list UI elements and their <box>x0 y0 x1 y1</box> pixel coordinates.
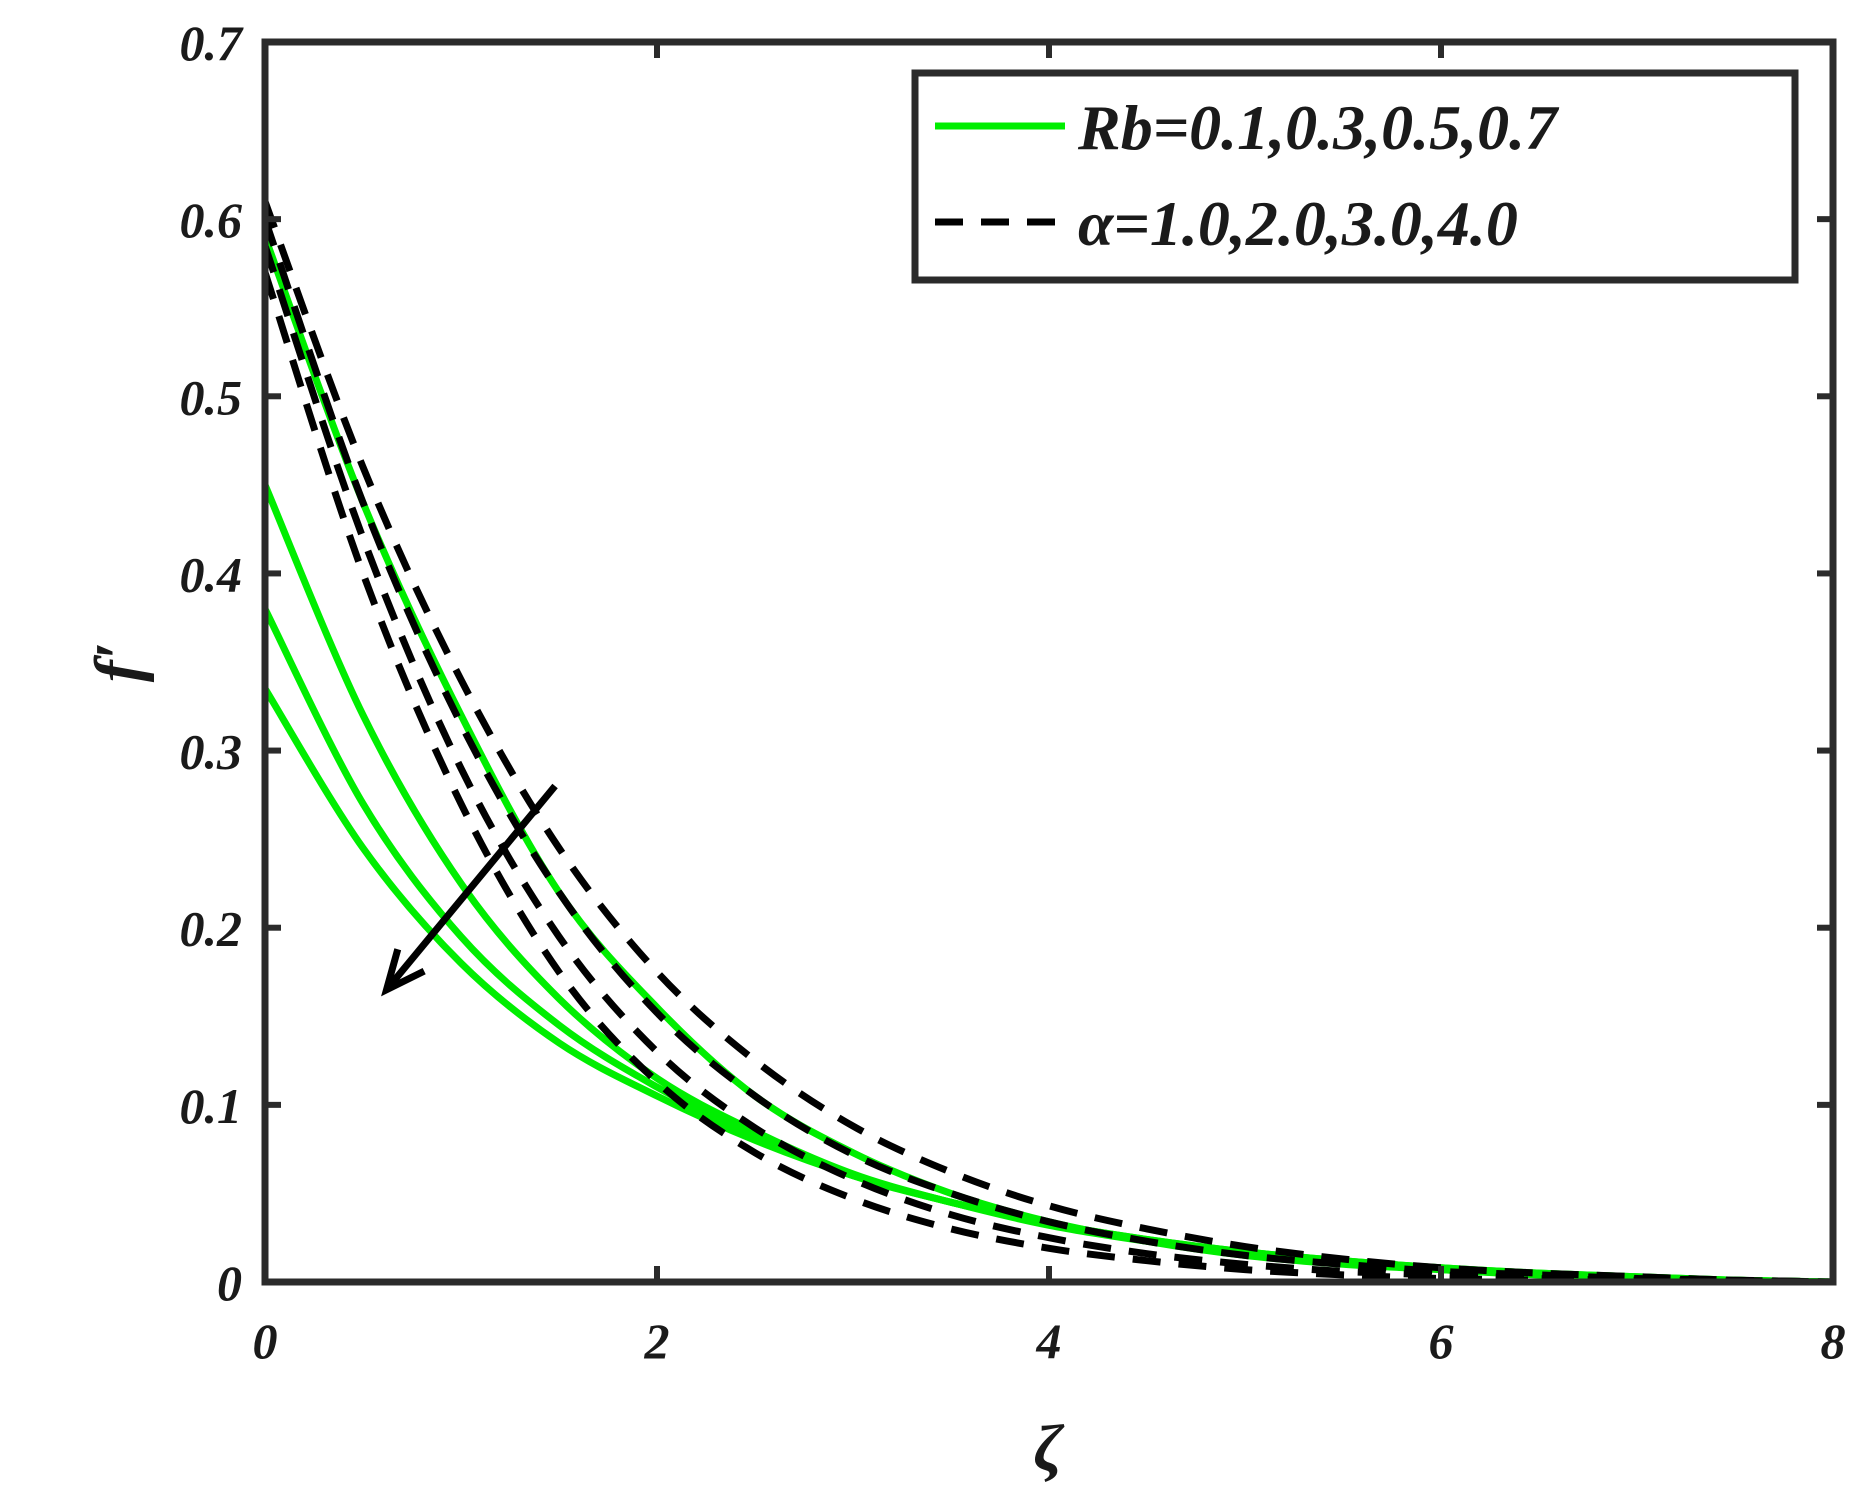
series-alpha-line-8 <box>261 271 1834 1286</box>
legend: Rb=0.1,0.3,0.5,0.7 α=1.0,2.0,3.0,4.0 <box>911 69 1799 284</box>
y-tick-label: 0.1 <box>180 1078 243 1134</box>
y-tick-label: 0.6 <box>180 192 243 248</box>
y-tick-label: 0.5 <box>180 369 243 425</box>
x-tick-label: 2 <box>644 1313 670 1369</box>
legend-label-rb: Rb=0.1,0.3,0.5,0.7 <box>1077 92 1560 163</box>
axis-tick-labels: 0 2 4 6 8 0 0.1 0.2 0.3 0.4 0.5 0.6 0.7 <box>180 15 1846 1369</box>
y-axis-title: f′ <box>82 642 155 683</box>
arrow-head <box>381 948 426 997</box>
x-tick-label: 8 <box>1821 1313 1846 1369</box>
y-tick-label: 0 <box>217 1255 242 1311</box>
legend-label-alpha: α=1.0,2.0,3.0,4.0 <box>1078 188 1518 259</box>
legend-box <box>911 69 1799 284</box>
y-tick-label: 0.3 <box>180 724 243 780</box>
series-alpha-line-6 <box>261 217 1834 1286</box>
axis-ticks <box>262 39 1836 1285</box>
arrow-shaft <box>383 783 558 992</box>
x-tick-label: 0 <box>253 1313 278 1369</box>
x-tick-label: 4 <box>1036 1313 1062 1369</box>
annotation-arrow <box>381 783 558 997</box>
x-axis-title: ζ <box>1033 1412 1064 1485</box>
series-alpha-line-5 <box>261 200 1834 1286</box>
y-tick-label: 0.2 <box>180 901 243 957</box>
x-tick-label: 6 <box>1429 1313 1454 1369</box>
plot-lines <box>261 200 1834 1286</box>
series-alpha-line-7 <box>261 244 1834 1286</box>
y-tick-label: 0.4 <box>180 546 243 602</box>
y-tick-label: 0.7 <box>180 15 245 71</box>
